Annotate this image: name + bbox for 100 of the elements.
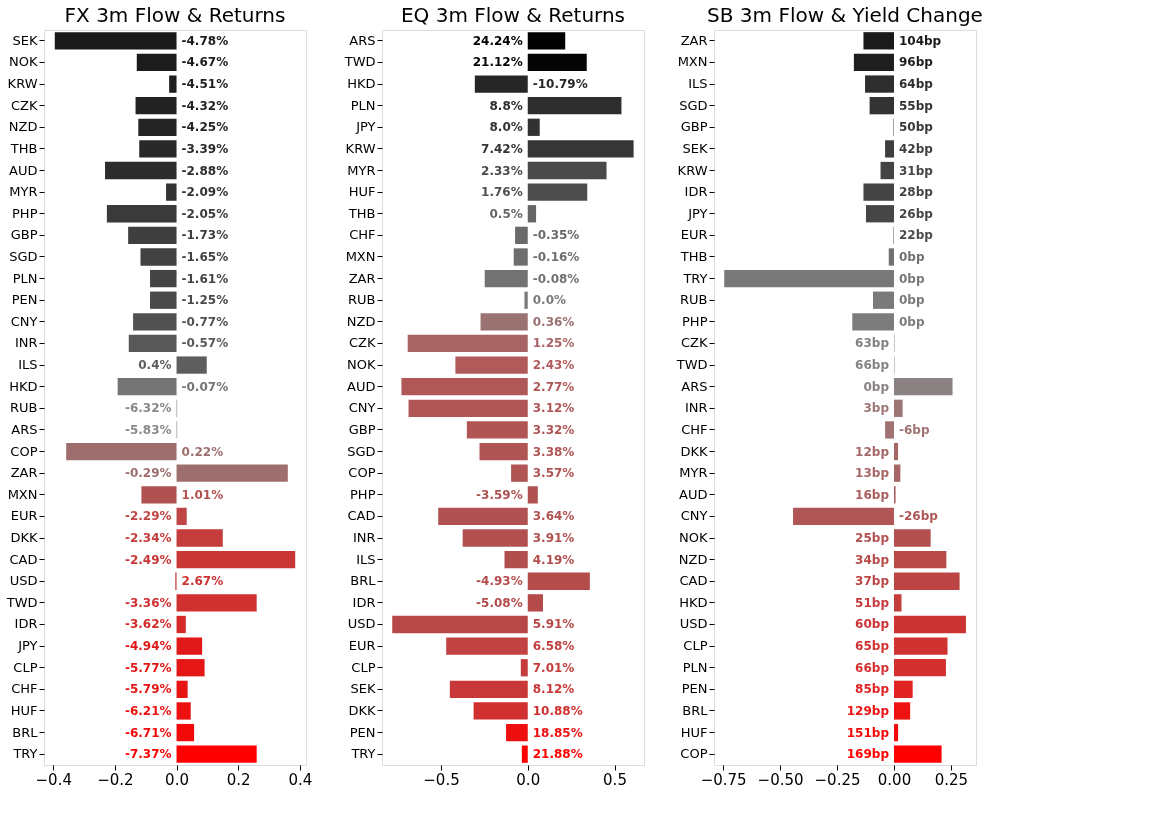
- annotation: 50bp: [898, 120, 934, 135]
- y-tick-label: BRL: [682, 702, 709, 718]
- annotation: 2.77%: [532, 379, 575, 394]
- bar: [128, 226, 177, 245]
- bar: [176, 464, 288, 482]
- bar: [885, 140, 894, 158]
- bar: [54, 32, 177, 50]
- bar: [176, 594, 257, 612]
- annotation: 66bp: [855, 358, 890, 373]
- annotation: -0.08%: [532, 271, 580, 286]
- bar: [865, 205, 894, 223]
- x-tick-label: −0.4: [35, 770, 72, 789]
- bar: [893, 529, 931, 547]
- annotation: 129bp: [846, 703, 890, 718]
- y-tick-label: CNY: [348, 400, 376, 416]
- y-tick-label: EUR: [348, 638, 376, 654]
- bar: [893, 550, 947, 569]
- bar: [527, 97, 622, 115]
- annotation: 1.25%: [532, 336, 575, 351]
- bar: [66, 442, 177, 461]
- annotation: 3.12%: [532, 401, 575, 416]
- annotation: 24.24%: [472, 33, 523, 48]
- y-tick-label: CHF: [681, 421, 708, 437]
- x-tick-label: 0.25: [934, 770, 969, 789]
- annotation: -6.71%: [124, 725, 172, 740]
- x-tick-label: 0.2: [226, 770, 251, 789]
- annotation: 21.12%: [472, 55, 523, 70]
- y-tick-label: IDR: [352, 594, 376, 610]
- annotation: 6.58%: [532, 639, 575, 654]
- bar: [888, 248, 894, 266]
- y-tick-label: RUB: [680, 292, 708, 308]
- annotation: 55bp: [898, 98, 934, 113]
- annotation: 0.22%: [181, 444, 224, 459]
- annotation: 7.01%: [532, 660, 575, 675]
- y-tick-label: NOK: [9, 54, 38, 70]
- annotation: 2.43%: [532, 358, 575, 373]
- y-tick-label: HUF: [680, 724, 708, 740]
- annotation: -0.35%: [532, 228, 580, 243]
- y-tick-label: USD: [347, 616, 376, 632]
- bar: [893, 442, 899, 461]
- annotation: -3.62%: [124, 617, 172, 632]
- bar: [392, 615, 528, 634]
- y-tick-label: PLN: [350, 97, 376, 113]
- y-tick-label: AUD: [679, 486, 708, 502]
- y-tick-label: USD: [9, 573, 38, 589]
- bar: [401, 378, 528, 396]
- y-tick-label: ARS: [11, 421, 38, 437]
- y-tick-label: COP: [348, 465, 376, 481]
- annotation: -26bp: [898, 509, 939, 524]
- y-tick-label: SGD: [347, 443, 376, 459]
- annotation: 5.91%: [532, 617, 575, 632]
- annotation: 0bp: [898, 249, 925, 264]
- annotation: 13bp: [855, 466, 890, 481]
- bar: [513, 248, 528, 266]
- bar: [893, 659, 946, 677]
- y-tick-label: PHP: [12, 205, 38, 221]
- annotation: 85bp: [855, 682, 890, 697]
- y-tick-label: CNY: [680, 508, 708, 524]
- bar: [885, 421, 894, 439]
- y-tick-label: TWD: [5, 594, 38, 610]
- y-tick-label: PHP: [682, 313, 708, 329]
- annotation: -2.05%: [181, 206, 229, 221]
- annotation: -4.94%: [124, 639, 172, 654]
- annotation: 96bp: [898, 55, 934, 70]
- y-tick-label: ZAR: [680, 32, 708, 48]
- annotation: -4.78%: [181, 33, 229, 48]
- bar: [105, 161, 177, 180]
- bar: [484, 269, 528, 288]
- bar: [880, 161, 894, 180]
- bar: [135, 97, 177, 115]
- annotation: -0.77%: [181, 314, 229, 329]
- y-tick-label: GBP: [10, 227, 38, 243]
- annotation: 63bp: [855, 336, 890, 351]
- y-tick-label: PEN: [11, 292, 38, 308]
- annotation: 12bp: [855, 444, 890, 459]
- y-tick-label: HKD: [347, 76, 376, 92]
- y-tick-label: MXN: [345, 248, 376, 264]
- x-tick-label: 0.5: [603, 770, 627, 789]
- bar: [520, 659, 528, 677]
- bar: [176, 507, 187, 526]
- annotation: -1.61%: [181, 271, 229, 286]
- y-tick-label: PEN: [349, 724, 376, 740]
- y-tick-label: NOK: [347, 357, 376, 373]
- y-tick-label: NZD: [8, 119, 38, 135]
- bar: [176, 680, 188, 698]
- annotation: 0bp: [863, 379, 890, 394]
- annotation: -0.16%: [532, 249, 580, 264]
- y-tick-label: SEK: [350, 681, 376, 697]
- y-tick-label: AUD: [347, 378, 376, 394]
- y-tick-label: CLP: [683, 638, 708, 654]
- y-tick-label: HKD: [9, 378, 38, 394]
- annotation: -4.51%: [181, 77, 229, 92]
- annotation: -0.07%: [181, 379, 229, 394]
- bar: [893, 615, 966, 634]
- annotation: -6.21%: [124, 703, 172, 718]
- bar: [515, 226, 528, 245]
- annotation: -4.32%: [181, 98, 229, 113]
- y-tick-label: CHF: [11, 681, 38, 697]
- y-tick-label: JPY: [687, 205, 708, 221]
- y-tick-label: HUF: [348, 184, 376, 200]
